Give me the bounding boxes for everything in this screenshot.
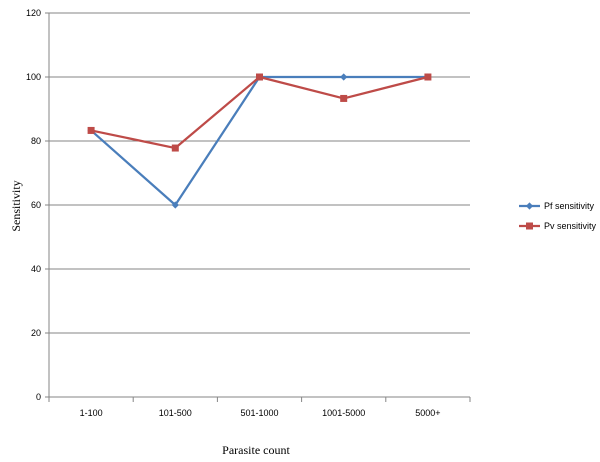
x-axis-label: Parasite count <box>222 443 290 457</box>
data-point <box>256 73 263 81</box>
data-point <box>171 201 179 209</box>
legend: Pf sensitivity Pv sensitivity <box>519 201 597 231</box>
series-line <box>90 75 429 150</box>
data-point <box>340 73 348 81</box>
y-tick-label: 60 <box>31 200 41 210</box>
data-point <box>424 73 432 81</box>
y-tick-label: 80 <box>31 136 41 146</box>
legend-item: Pv sensitivity <box>519 221 597 231</box>
series-pv <box>87 73 432 152</box>
x-tick-label: 1001-5000 <box>322 408 365 418</box>
y-tick-label: 20 <box>31 328 41 338</box>
data-point <box>171 144 179 152</box>
x-tick-label: 5000+ <box>415 408 440 418</box>
y-tick-label: 0 <box>36 392 41 402</box>
legend-label: Pv sensitivity <box>544 221 597 231</box>
y-axis-label: Sensitivity <box>9 180 23 231</box>
y-tick-label: 40 <box>31 264 41 274</box>
y-tick-label: 120 <box>26 8 41 18</box>
legend-label: Pf sensitivity <box>544 201 595 211</box>
gridlines <box>49 12 470 334</box>
legend-marker <box>526 222 533 230</box>
x-tick-label: 501-1000 <box>240 408 278 418</box>
y-tick-label: 100 <box>26 72 41 82</box>
y-axis-ticks: 0 20 40 60 80 100 120 <box>26 8 49 402</box>
x-tick-label: 1-100 <box>80 408 103 418</box>
legend-item: Pf sensitivity <box>519 201 595 211</box>
series-layer <box>87 73 432 209</box>
legend-marker <box>525 202 534 210</box>
x-tick-label: 101-500 <box>159 408 192 418</box>
data-point <box>340 94 348 102</box>
data-point <box>87 126 95 134</box>
x-axis-ticks: 1-100 101-500 501-1000 1001-5000 5000+ <box>48 397 471 418</box>
